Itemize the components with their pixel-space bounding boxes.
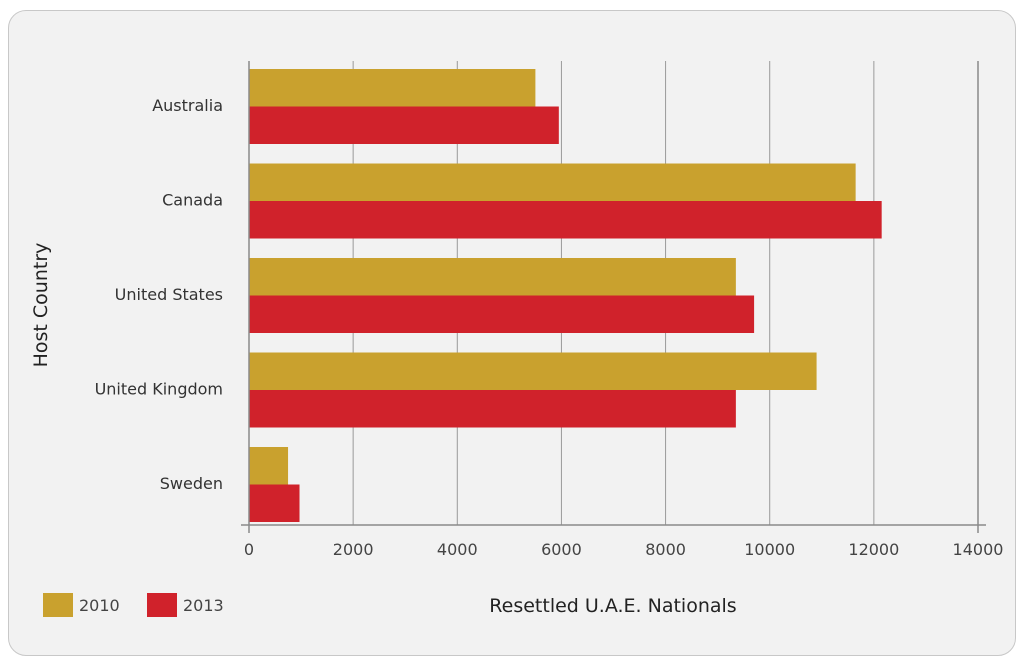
y-axis-title: Host Country xyxy=(30,243,52,368)
bar-australia-2010 xyxy=(249,69,536,107)
bar-chart: 0 2000 4000 6000 8000 10000 12000 14000 Austral… xyxy=(30,61,1004,617)
x-tick-label-14000: 14000 xyxy=(953,540,1004,559)
x-tick-label-0: 0 xyxy=(244,540,254,559)
bar-united-kingdom-2013 xyxy=(249,390,736,428)
bar-canada-2013 xyxy=(249,201,882,239)
x-tick-label-4000: 4000 xyxy=(437,540,478,559)
bar-australia-2013 xyxy=(249,106,559,144)
x-axis-title: Resettled U.A.E. Nationals xyxy=(489,595,736,617)
category-label-canada: Canada xyxy=(162,191,223,210)
bar-united-states-2013 xyxy=(249,295,755,333)
x-tick-label-8000: 8000 xyxy=(645,540,686,559)
legend-label-2013: 2013 xyxy=(183,596,224,615)
bar-sweden-2013 xyxy=(249,484,300,522)
x-tick-label-6000: 6000 xyxy=(541,540,582,559)
x-tick-labels: 0 2000 4000 6000 8000 10000 12000 14000 xyxy=(244,540,1004,559)
chart-card: 0 2000 4000 6000 8000 10000 12000 14000 Austral… xyxy=(8,10,1016,656)
axes xyxy=(241,61,986,533)
category-label-sweden: Sweden xyxy=(160,474,223,493)
category-label-australia: Australia xyxy=(152,96,223,115)
bars xyxy=(249,69,882,522)
legend-label-2010: 2010 xyxy=(79,596,120,615)
bar-sweden-2010 xyxy=(249,447,289,485)
legend: 2010 2013 xyxy=(43,593,224,617)
legend-swatch-2013 xyxy=(147,593,177,617)
x-tick-label-2000: 2000 xyxy=(333,540,374,559)
x-tick-label-12000: 12000 xyxy=(848,540,899,559)
bar-united-kingdom-2010 xyxy=(249,352,817,390)
category-labels: Australia Canada United States United Kingd… xyxy=(95,96,223,493)
category-label-united-states: United States xyxy=(115,285,223,304)
category-label-united-kingdom: United Kingdom xyxy=(95,380,223,399)
x-tick-label-10000: 10000 xyxy=(744,540,795,559)
bar-united-states-2010 xyxy=(249,258,736,296)
legend-swatch-2010 xyxy=(43,593,73,617)
bar-canada-2010 xyxy=(249,163,856,201)
